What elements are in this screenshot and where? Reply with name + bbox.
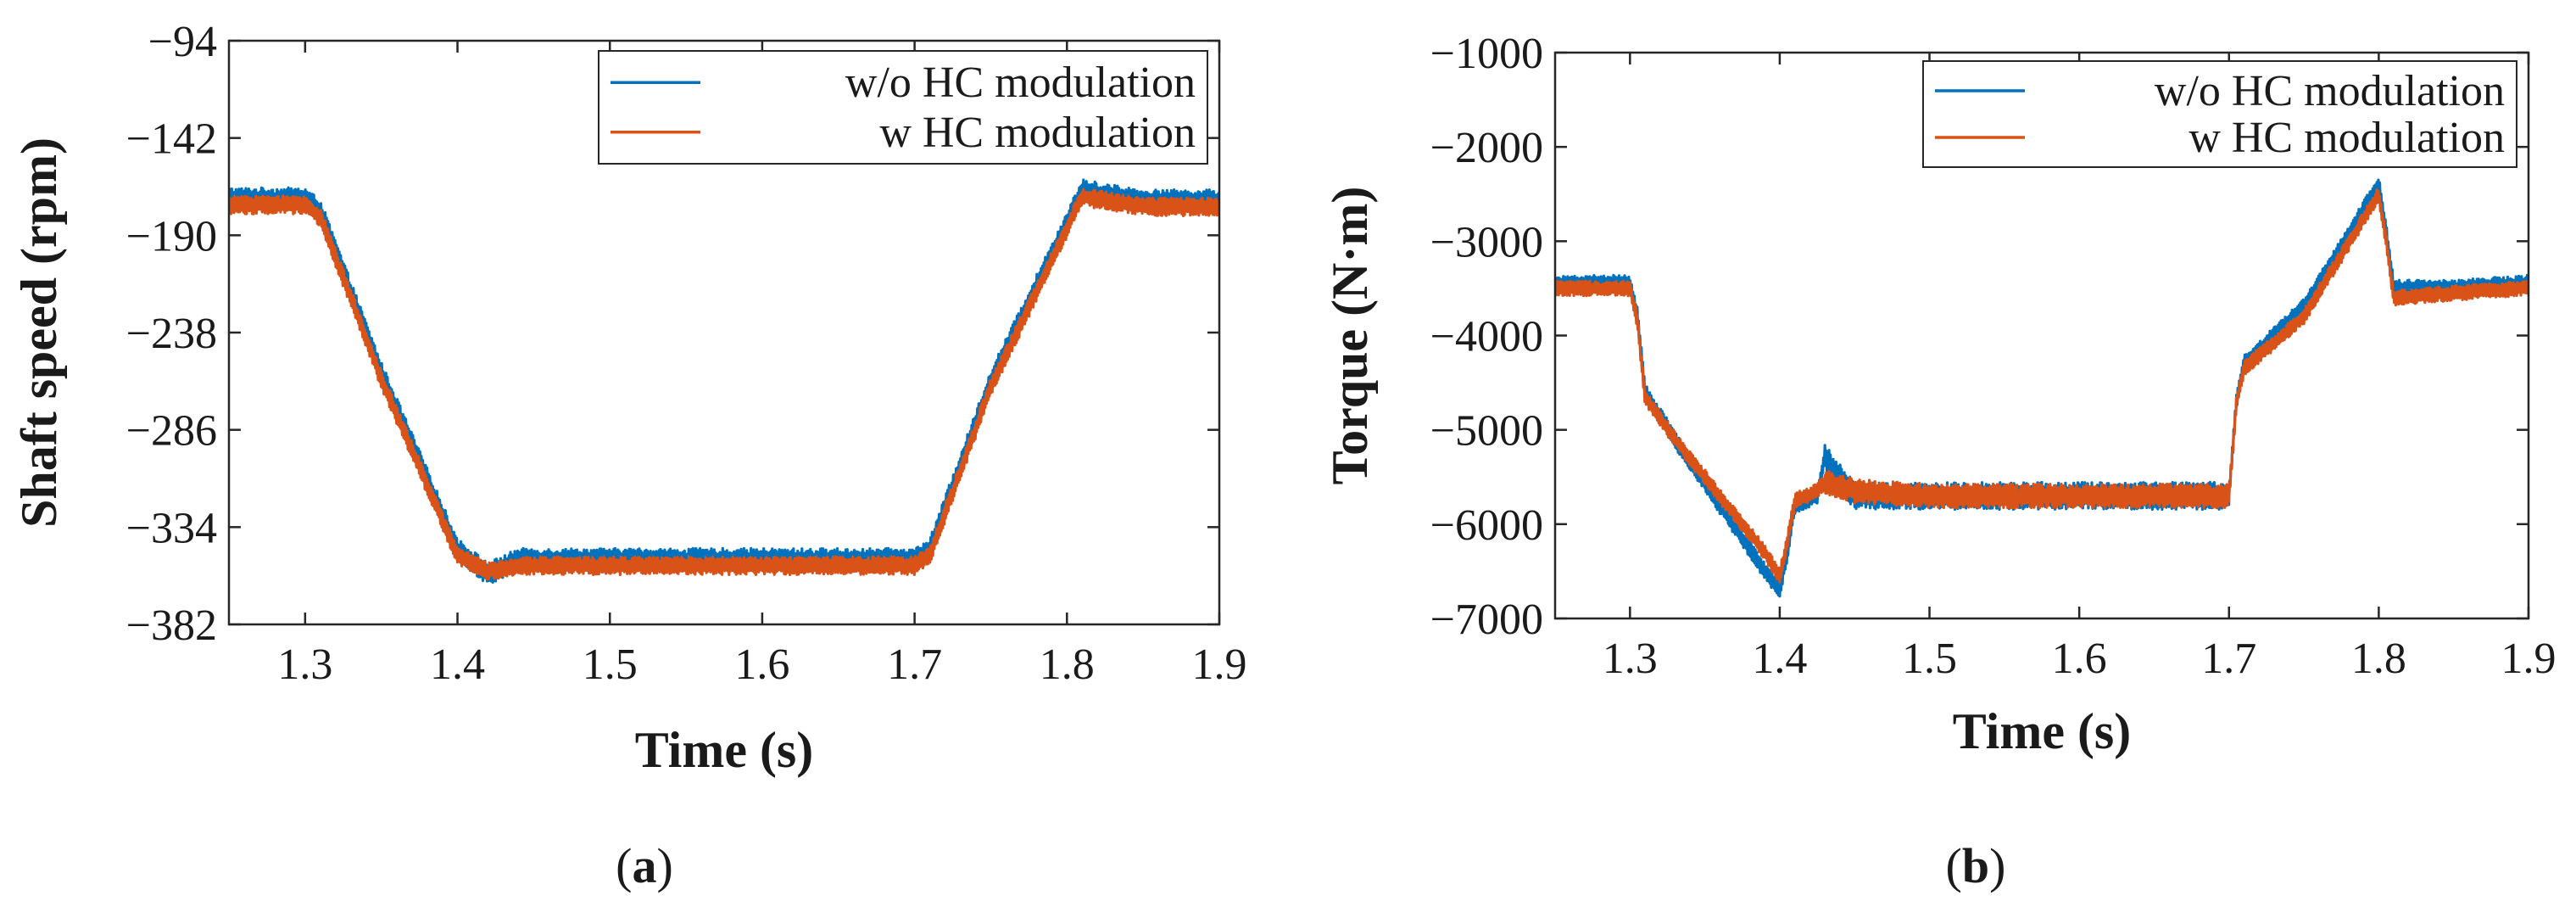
legend-box xyxy=(598,50,1208,165)
x-tick-label: 1.9 xyxy=(1192,641,1247,689)
x-tick-label: 1.7 xyxy=(2201,635,2256,683)
x-tick-label: 1.5 xyxy=(1902,635,1957,683)
y-tick-label: −5000 xyxy=(1430,407,1543,456)
y-tick-label: −4000 xyxy=(1430,313,1543,361)
series-line-with-hc xyxy=(1555,188,2529,584)
y-tick-label: −2000 xyxy=(1430,124,1543,172)
y-axis-title: Torque (N·m) xyxy=(1322,187,1378,485)
legend-label: w/o HC modulation xyxy=(2155,67,2505,115)
y-tick-label: −190 xyxy=(126,212,217,260)
y-tick-label: −1000 xyxy=(1430,30,1543,78)
x-tick-label: 1.8 xyxy=(1040,641,1095,689)
legend-label: w HC modulation xyxy=(2188,114,2505,162)
y-tick-label: −286 xyxy=(126,407,217,456)
panel-caption: (b) xyxy=(1946,838,2006,893)
legend-label: w/o HC modulation xyxy=(845,59,1196,107)
y-tick-label: −382 xyxy=(126,601,217,650)
x-tick-label: 1.9 xyxy=(2501,635,2556,683)
y-tick-label: −334 xyxy=(126,504,217,552)
x-axis-title: Time (s) xyxy=(1953,703,2132,759)
chart-panel-a: 1.3 1.4 1.5 1.6 1.7 1.8 1.9 −94 −142 −190 −238 −286… xyxy=(11,18,1247,893)
chart-panel-b: 1.3 1.4 1.5 1.6 1.7 1.8 1.9 −1000 −2000 −3000 −400… xyxy=(1322,30,2556,893)
x-tick-label: 1.4 xyxy=(430,641,485,689)
panel-caption: (a) xyxy=(616,838,673,893)
y-tick-label: −6000 xyxy=(1430,501,1543,550)
x-tick-label: 1.3 xyxy=(277,641,332,689)
legend-box xyxy=(1922,60,2517,168)
x-tick-label: 1.3 xyxy=(1603,635,1658,683)
x-tick-label: 1.7 xyxy=(887,641,942,689)
x-tick-label: 1.8 xyxy=(2351,635,2406,683)
x-tick-label: 1.6 xyxy=(2052,635,2107,683)
y-tick-label: −94 xyxy=(148,18,217,66)
y-tick-label: −3000 xyxy=(1430,218,1543,266)
legend-label: w HC modulation xyxy=(879,109,1196,157)
series-line-with-hc xyxy=(229,187,1219,581)
x-axis-title: Time (s) xyxy=(635,722,814,778)
y-tick-label: −7000 xyxy=(1430,596,1543,644)
x-tick-label: 1.6 xyxy=(734,641,789,689)
y-axis-title: Shaft speed (rpm) xyxy=(11,137,67,528)
x-tick-label: 1.4 xyxy=(1752,635,1807,683)
x-tick-label: 1.5 xyxy=(583,641,638,689)
y-tick-label: −238 xyxy=(126,310,217,358)
y-tick-label: −142 xyxy=(126,115,217,164)
